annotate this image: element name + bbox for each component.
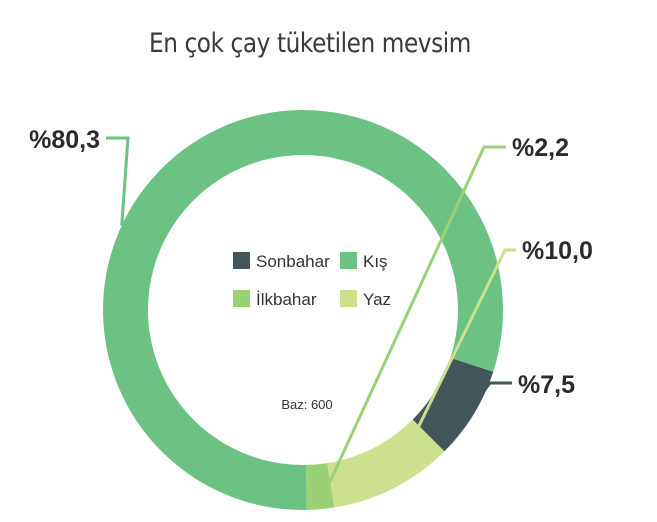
legend-item-ilkbahar: İlkbahar (233, 290, 317, 309)
legend-label-ilkbahar: İlkbahar (256, 290, 317, 309)
value-labels: %7,5 %80,3 %2,2 %10,0 (29, 126, 593, 399)
legend-swatch-sonbahar (233, 252, 250, 269)
legend-label-yaz: Yaz (363, 290, 391, 309)
legend-label-sonbahar: Sonbahar (256, 252, 330, 271)
leader-line-ilkbahar (318, 145, 506, 504)
value-label-ilkbahar: %2,2 (512, 134, 569, 162)
donut-slices (102, 109, 503, 510)
leader-line-sonbahar (467, 381, 512, 413)
base-note: Baz: 600 (281, 397, 332, 412)
leader-line-kis (106, 136, 130, 226)
legend-item-yaz: Yaz (340, 290, 391, 309)
chart-title: En çok çay tüketilen mevsim (148, 28, 472, 59)
legend-swatch-yaz (340, 290, 357, 307)
legend-label-kis: Kış (363, 252, 388, 271)
value-label-yaz: %10,0 (522, 237, 593, 265)
legend-item-kis: Kış (340, 252, 388, 271)
legend-swatch-kis (340, 252, 357, 269)
slice-ilkbahar (305, 463, 335, 510)
leader-line-yaz (389, 248, 516, 484)
slice-yaz (327, 419, 445, 508)
legend-swatch-ilkbahar (233, 290, 250, 307)
leader-lines (106, 136, 516, 504)
legend-item-sonbahar: Sonbahar (233, 252, 330, 271)
slice-sonbahar (412, 357, 494, 452)
value-label-sonbahar: %7,5 (518, 371, 575, 399)
legend: Sonbahar Kış İlkbahar Yaz (233, 252, 391, 309)
value-label-kis: %80,3 (29, 126, 100, 154)
